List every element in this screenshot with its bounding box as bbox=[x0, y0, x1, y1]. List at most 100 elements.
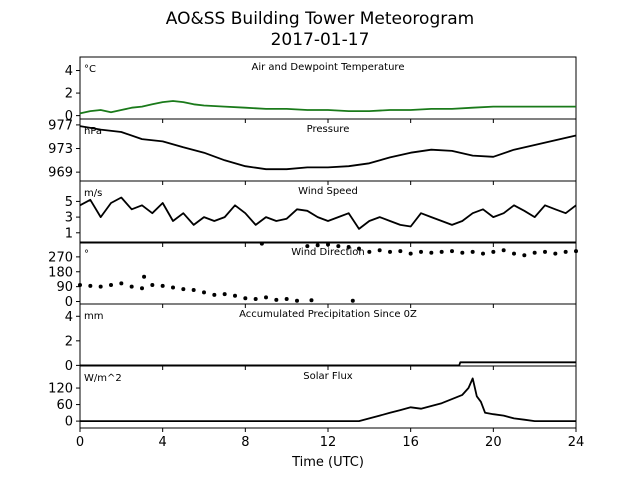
x-tick-label: 4 bbox=[159, 435, 167, 450]
data-point bbox=[470, 249, 475, 254]
y-tick-label: 2 bbox=[65, 334, 73, 349]
y-tick-label: 973 bbox=[48, 142, 73, 157]
panel-title: Pressure bbox=[307, 124, 350, 135]
data-point bbox=[295, 298, 299, 303]
data-point bbox=[88, 283, 93, 288]
panel-2: 969 973 977 Pressure hPa bbox=[48, 118, 577, 185]
panel-title: Air and Dewpoint Temperature bbox=[252, 62, 405, 73]
unit-label: W/m^2 bbox=[84, 373, 122, 384]
data-point bbox=[233, 293, 237, 298]
data-point bbox=[563, 249, 568, 254]
data-point bbox=[305, 244, 310, 249]
data-point bbox=[429, 250, 434, 255]
data-point bbox=[274, 297, 279, 302]
panel-title: Wind Direction bbox=[291, 247, 365, 258]
data-point bbox=[543, 249, 547, 254]
panel-title: Accumulated Precipitation Since 0Z bbox=[239, 309, 417, 320]
y-tick-label: 0 bbox=[65, 109, 73, 124]
data-point bbox=[259, 241, 264, 246]
data-point bbox=[532, 250, 537, 255]
data-point bbox=[439, 249, 444, 254]
data-point bbox=[309, 298, 314, 303]
unit-label: °C bbox=[84, 64, 96, 75]
series-line bbox=[80, 377, 576, 423]
data-point bbox=[212, 292, 217, 297]
data-point bbox=[315, 243, 320, 248]
y-tick-label: 270 bbox=[48, 250, 73, 265]
data-point bbox=[119, 281, 124, 286]
chart-subtitle: 2017-01-17 bbox=[271, 30, 370, 50]
data-point bbox=[388, 249, 392, 254]
x-tick-label: 20 bbox=[485, 435, 502, 450]
x-tick-label: 8 bbox=[241, 435, 249, 450]
y-tick-label: 1 bbox=[65, 226, 73, 241]
data-point bbox=[512, 251, 516, 256]
y-tick-label: 969 bbox=[48, 166, 73, 181]
y-tick-label: 120 bbox=[48, 382, 73, 397]
data-point bbox=[357, 246, 361, 251]
data-point bbox=[191, 287, 196, 292]
data-point bbox=[140, 286, 144, 291]
y-tick-label: 2 bbox=[65, 87, 73, 102]
data-point bbox=[574, 249, 578, 254]
data-point bbox=[553, 251, 558, 256]
series-line bbox=[80, 361, 576, 367]
y-tick-label: 0 bbox=[65, 359, 73, 374]
data-point bbox=[350, 298, 355, 303]
data-point bbox=[78, 282, 82, 287]
data-point bbox=[284, 297, 289, 302]
data-point bbox=[129, 284, 134, 289]
data-point bbox=[522, 253, 527, 258]
data-point bbox=[377, 248, 382, 253]
panels: 024 Air and Dewpoint Temperature°C9699739… bbox=[48, 56, 578, 432]
panel-3: 135 Wind Speed m/s bbox=[65, 180, 577, 247]
y-tick-label: 4 bbox=[65, 310, 73, 325]
data-point bbox=[150, 282, 155, 287]
data-point bbox=[450, 249, 454, 254]
data-point bbox=[491, 249, 496, 254]
data-point bbox=[419, 249, 423, 254]
panel-1: 0 2 4 Air and Dewpoint Temperature °C bbox=[65, 56, 577, 124]
unit-label: ° bbox=[84, 249, 89, 260]
data-point bbox=[253, 297, 258, 302]
unit-label: hPa bbox=[84, 126, 102, 137]
y-tick-label: 977 bbox=[48, 118, 73, 133]
panel-5: 0 2 4 Accumulated Precipitation Since 0Z mm bbox=[65, 303, 577, 374]
x-axis-label: Time (UTC) bbox=[291, 455, 364, 470]
x-tick-label: 24 bbox=[568, 435, 585, 450]
data-point bbox=[398, 249, 403, 254]
data-point bbox=[481, 251, 485, 256]
y-tick-label: 60 bbox=[56, 398, 73, 413]
x-axis: 0 4 8 12 16 20 24 bbox=[76, 435, 584, 450]
y-tick-label: 0 bbox=[65, 415, 73, 430]
unit-label: mm bbox=[84, 311, 103, 322]
data-point bbox=[346, 244, 351, 249]
data-point bbox=[142, 274, 147, 279]
series-line bbox=[79, 100, 576, 115]
panel-title: Solar Flux bbox=[303, 371, 353, 382]
data-point bbox=[408, 251, 413, 256]
y-tick-label: 0 bbox=[65, 295, 73, 310]
series-line bbox=[79, 196, 577, 230]
x-tick-label: 12 bbox=[320, 435, 337, 450]
data-point bbox=[264, 295, 268, 300]
data-point bbox=[243, 296, 248, 301]
unit-label: m/s bbox=[84, 188, 102, 199]
data-point bbox=[501, 248, 506, 253]
data-point bbox=[98, 284, 103, 289]
data-point bbox=[181, 287, 186, 292]
data-point bbox=[336, 244, 341, 249]
x-tick-label: 0 bbox=[76, 435, 84, 450]
data-point bbox=[367, 249, 372, 254]
data-point bbox=[171, 285, 175, 290]
panel-title: Wind Speed bbox=[298, 186, 358, 197]
data-point bbox=[109, 282, 113, 287]
series-line bbox=[79, 125, 577, 171]
x-tick-label: 16 bbox=[402, 435, 419, 450]
data-point bbox=[222, 292, 227, 297]
data-point bbox=[202, 290, 206, 295]
y-tick-label: 4 bbox=[65, 64, 73, 79]
